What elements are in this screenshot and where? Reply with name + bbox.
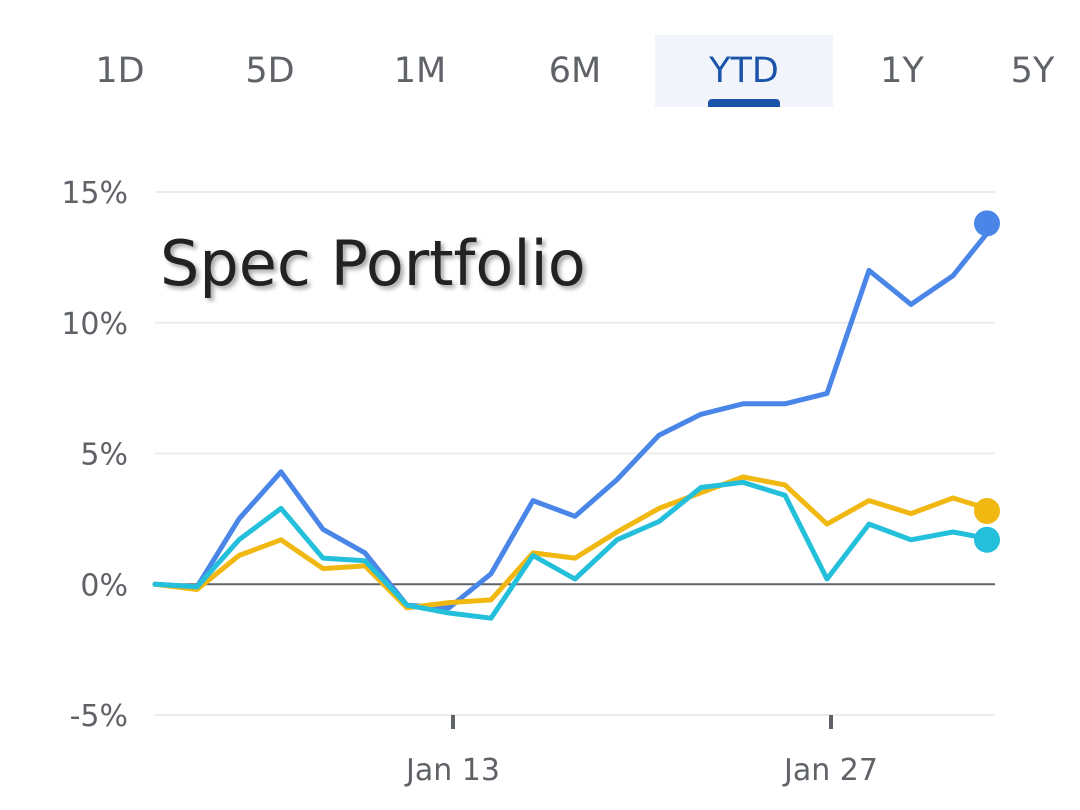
tab-6m[interactable]: 6M	[495, 35, 655, 107]
series-end-marker-blue	[974, 210, 1000, 237]
tab-label: 5D	[245, 51, 295, 91]
series-lines	[152, 210, 1000, 621]
series-end-marker-cyan	[974, 526, 1000, 553]
tab-label: 1D	[95, 51, 145, 91]
tab-underline	[708, 99, 780, 107]
timeframe-tabs: 1D 5D 1M 6M YTD 1Y 5Y	[0, 30, 1080, 110]
x-axis: Jan 13 Jan 27	[404, 715, 878, 788]
series-line-blue	[152, 220, 998, 611]
tab-1m[interactable]: 1M	[340, 35, 500, 107]
x-tick-label: Jan 13	[404, 753, 500, 788]
tab-label: 1Y	[880, 51, 924, 91]
grid-lines	[155, 191, 995, 716]
series-line-cyan	[152, 479, 998, 621]
x-tick-label: Jan 27	[782, 753, 878, 788]
tab-label: 6M	[548, 51, 602, 91]
tab-label: YTD	[709, 51, 779, 91]
y-tick-label: 0%	[80, 568, 128, 603]
y-axis: 15% 10% 5% 0% -5%	[61, 176, 128, 734]
chart-title: Spec Portfolio	[160, 227, 586, 300]
tab-5y[interactable]: 5Y	[985, 35, 1080, 107]
y-tick-label: 5%	[80, 438, 128, 473]
tab-1d[interactable]: 1D	[40, 35, 200, 107]
y-tick-label: 10%	[61, 307, 128, 342]
tab-label: 1M	[393, 51, 447, 91]
tab-5d[interactable]: 5D	[190, 35, 350, 107]
tab-1y[interactable]: 1Y	[822, 35, 982, 107]
tab-label: 5Y	[1010, 51, 1055, 91]
series-line-gold	[152, 474, 998, 611]
tab-ytd[interactable]: YTD	[655, 35, 833, 107]
series-end-marker-gold	[974, 498, 1000, 525]
y-tick-label: 15%	[61, 176, 128, 211]
y-tick-label: -5%	[70, 699, 128, 734]
